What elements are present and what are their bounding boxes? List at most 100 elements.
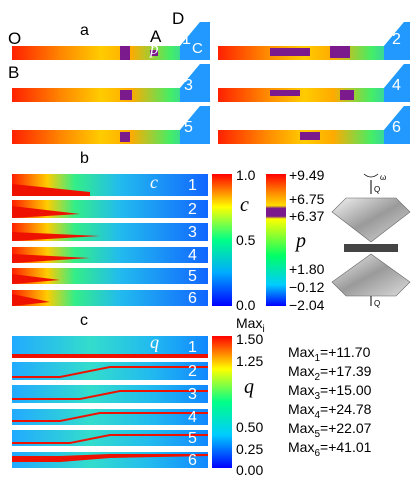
panel-b-case-4 — [12, 247, 208, 263]
panel-b-case-2 — [12, 200, 208, 218]
panel-c-case-6 — [12, 452, 208, 468]
max-line-6: Max6=+41.01 — [288, 439, 371, 462]
anvil-bottom-force-label: Q — [374, 299, 380, 308]
max-sub: 1 — [314, 352, 321, 364]
panel-a-case-1 — [12, 22, 210, 60]
anvil-top-force-label: Q — [374, 185, 380, 194]
max-value: =+24.78 — [320, 401, 372, 417]
panel-a-case-2 — [218, 22, 410, 60]
panel-a-num-4: 4 — [392, 77, 401, 94]
max-label: Max — [288, 382, 315, 398]
panel-a-num-1: 1 — [182, 31, 191, 48]
upper-diamond — [331, 197, 411, 243]
panel-b-case-5 — [12, 268, 208, 284]
max-line-5: Max5=+22.07 — [288, 420, 371, 443]
panel-b-case-6 — [12, 290, 208, 306]
anvil-illustration: ω Q Q — [331, 173, 411, 308]
colorbar-c-title: c — [240, 194, 249, 216]
colorbar-p — [266, 174, 286, 306]
panel-b-num-1: 1 — [188, 177, 197, 194]
panel-b-fields — [12, 174, 208, 306]
max-label: Max — [288, 363, 315, 379]
panel-c-letter: c — [80, 312, 88, 329]
panel-c-num-5: 5 — [188, 430, 197, 447]
colorbar-p-tick-5: −0.12 — [289, 279, 325, 295]
field-label-p: p — [150, 39, 159, 58]
max-value: =+11.70 — [320, 344, 371, 360]
colorbar-c-tick-3: 0.0 — [236, 297, 256, 313]
lower-diamond — [331, 253, 411, 297]
panel-c-case-1 — [12, 336, 208, 358]
colorbar-p-tick-4: +1.80 — [289, 261, 325, 277]
max-value: =+15.00 — [320, 382, 372, 398]
panel-b-case-1 — [12, 174, 208, 196]
gasket — [344, 244, 398, 252]
panel-b-case-3 — [12, 223, 208, 241]
panel-c-case-3 — [12, 385, 208, 403]
colorbar-p-tick-2: +6.75 — [289, 191, 325, 207]
max-sub: 4 — [314, 409, 321, 421]
max-line-4: Max4=+24.78 — [288, 401, 371, 424]
anvil-rotation-label: ω — [380, 173, 386, 182]
panel-c-case-4 — [12, 409, 208, 425]
max-label: Max — [288, 344, 315, 360]
panel-a-num-2: 2 — [392, 31, 401, 48]
point-label-b: B — [8, 63, 20, 82]
panel-b-field-label: c — [150, 172, 158, 192]
colorbar-p-tick-6: −2.04 — [289, 297, 325, 313]
max-value: =+41.01 — [320, 439, 372, 455]
colorbar-q-tick-3: 0.50 — [236, 419, 264, 435]
max-line-3: Max3=+15.00 — [288, 382, 371, 405]
max-line-2: Max2=+17.39 — [288, 363, 371, 386]
point-label-o: O — [8, 29, 22, 48]
panel-b-num-4: 4 — [188, 247, 197, 264]
colorbar-c — [212, 174, 232, 306]
panel-c-case-2 — [12, 362, 208, 380]
panel-c-num-1: 1 — [188, 339, 197, 356]
panel-c-case-5 — [12, 430, 208, 446]
max-label: Max — [288, 401, 315, 417]
colorbar-p-title: p — [296, 230, 306, 252]
panel-a-num-6: 6 — [392, 119, 401, 136]
colorbar-q — [212, 336, 232, 468]
colorbar-c-tick-2: 0.5 — [236, 232, 256, 248]
panel-b-letter: b — [80, 150, 89, 167]
panel-a-num-3: 3 — [184, 77, 193, 94]
panel-a-case-4 — [218, 64, 410, 102]
max-sub: 2 — [314, 371, 321, 383]
max-line-1: Max1=+11.70 — [288, 344, 370, 367]
max-value: =+22.07 — [320, 420, 372, 436]
panel-a-fields — [12, 22, 410, 144]
max-label: Max — [288, 420, 315, 436]
panel-a-num-5: 5 — [184, 119, 193, 136]
max-sub: 3 — [314, 390, 321, 402]
panel-b-num-6: 6 — [188, 290, 197, 307]
panel-b-num-2: 2 — [188, 201, 197, 218]
panel-c-num-4: 4 — [188, 409, 197, 426]
colorbar-q-tick-1: 1.50 — [236, 331, 264, 347]
max-label: Max — [288, 439, 315, 455]
colorbar-q-header-sub: i — [262, 323, 265, 335]
colorbar-p-tick-3: +6.37 — [289, 208, 325, 224]
panel-c-fields — [12, 336, 208, 468]
panel-c-num-2: 2 — [188, 363, 197, 380]
max-sub: 6 — [314, 447, 321, 459]
panel-c-num-3: 3 — [188, 386, 197, 403]
panel-a-letter: a — [80, 22, 89, 39]
panel-a-case-6 — [218, 106, 410, 144]
colorbar-q-tick-5: 0.00 — [236, 462, 264, 478]
point-label-d: D — [172, 9, 185, 28]
colorbar-q-tick-4: 0.25 — [236, 441, 264, 457]
panel-b-num-5: 5 — [188, 268, 197, 285]
colorbar-q-tick-2: 1.25 — [236, 353, 264, 369]
panel-c-num-6: 6 — [188, 452, 197, 469]
colorbar-p-tick-1: +9.49 — [289, 167, 325, 183]
colorbar-q-header: Maxi — [236, 316, 265, 337]
colorbar-q-title: q — [244, 376, 254, 398]
colorbar-c-tick-1: 1.0 — [236, 167, 256, 183]
point-label-a: A — [150, 27, 162, 46]
point-label-c: C — [192, 40, 203, 57]
panel-b-num-3: 3 — [188, 224, 197, 241]
max-value: =+17.39 — [320, 363, 372, 379]
panel-c-field-label: q — [150, 332, 159, 352]
